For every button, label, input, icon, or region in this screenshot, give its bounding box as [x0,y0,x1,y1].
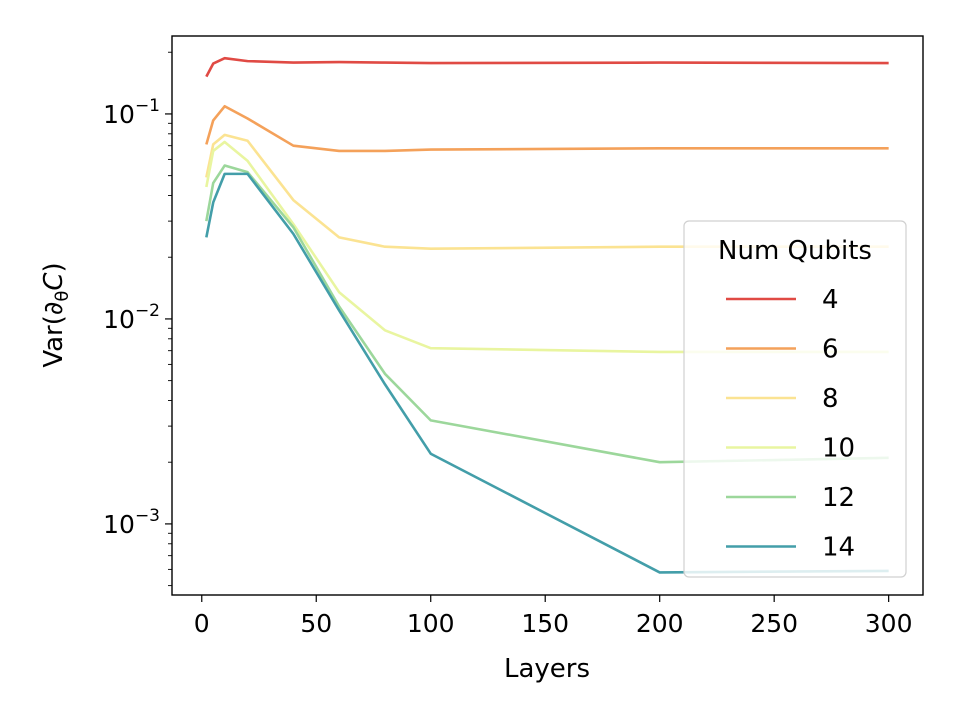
y-tick-label: 10−1 [103,96,160,129]
series-line-14 [205,172,889,574]
x-tick-label: 150 [521,609,569,638]
y-tick-label: 10−3 [103,506,160,539]
x-tick-label: 0 [194,609,210,638]
legend-label-14: 14 [822,533,855,563]
x-tick-label: 100 [407,609,455,638]
x-tick-label: 50 [300,609,332,638]
series-line-8 [205,133,889,251]
x-tick-label: 250 [750,609,798,638]
series-layer [205,56,889,574]
legend-label-10: 10 [822,434,855,464]
series-line-4 [205,56,889,78]
series-line-10 [205,140,889,354]
series-line-6 [205,104,889,153]
legend-title: Num Qubits [718,236,872,266]
y-axis-label: Var(∂θC) [39,262,73,367]
legend-label-12: 12 [822,483,855,513]
x-axis-label: Layers [504,654,590,684]
legend-label-8: 8 [822,384,839,414]
x-tick-label: 300 [865,609,913,638]
legend[interactable]: Num Qubits 4 6 8 10 12 14 [683,220,907,578]
legend-label-4: 4 [822,285,839,315]
x-tick-label: 200 [636,609,684,638]
axes-layer: 0 50 100 150 200 250 300 10−1 10−2 10−3 [103,35,924,638]
legend-label-6: 6 [822,335,839,365]
series-line-12 [205,164,889,464]
plot-frame [171,35,924,596]
y-tick-label: 10−2 [103,301,160,334]
